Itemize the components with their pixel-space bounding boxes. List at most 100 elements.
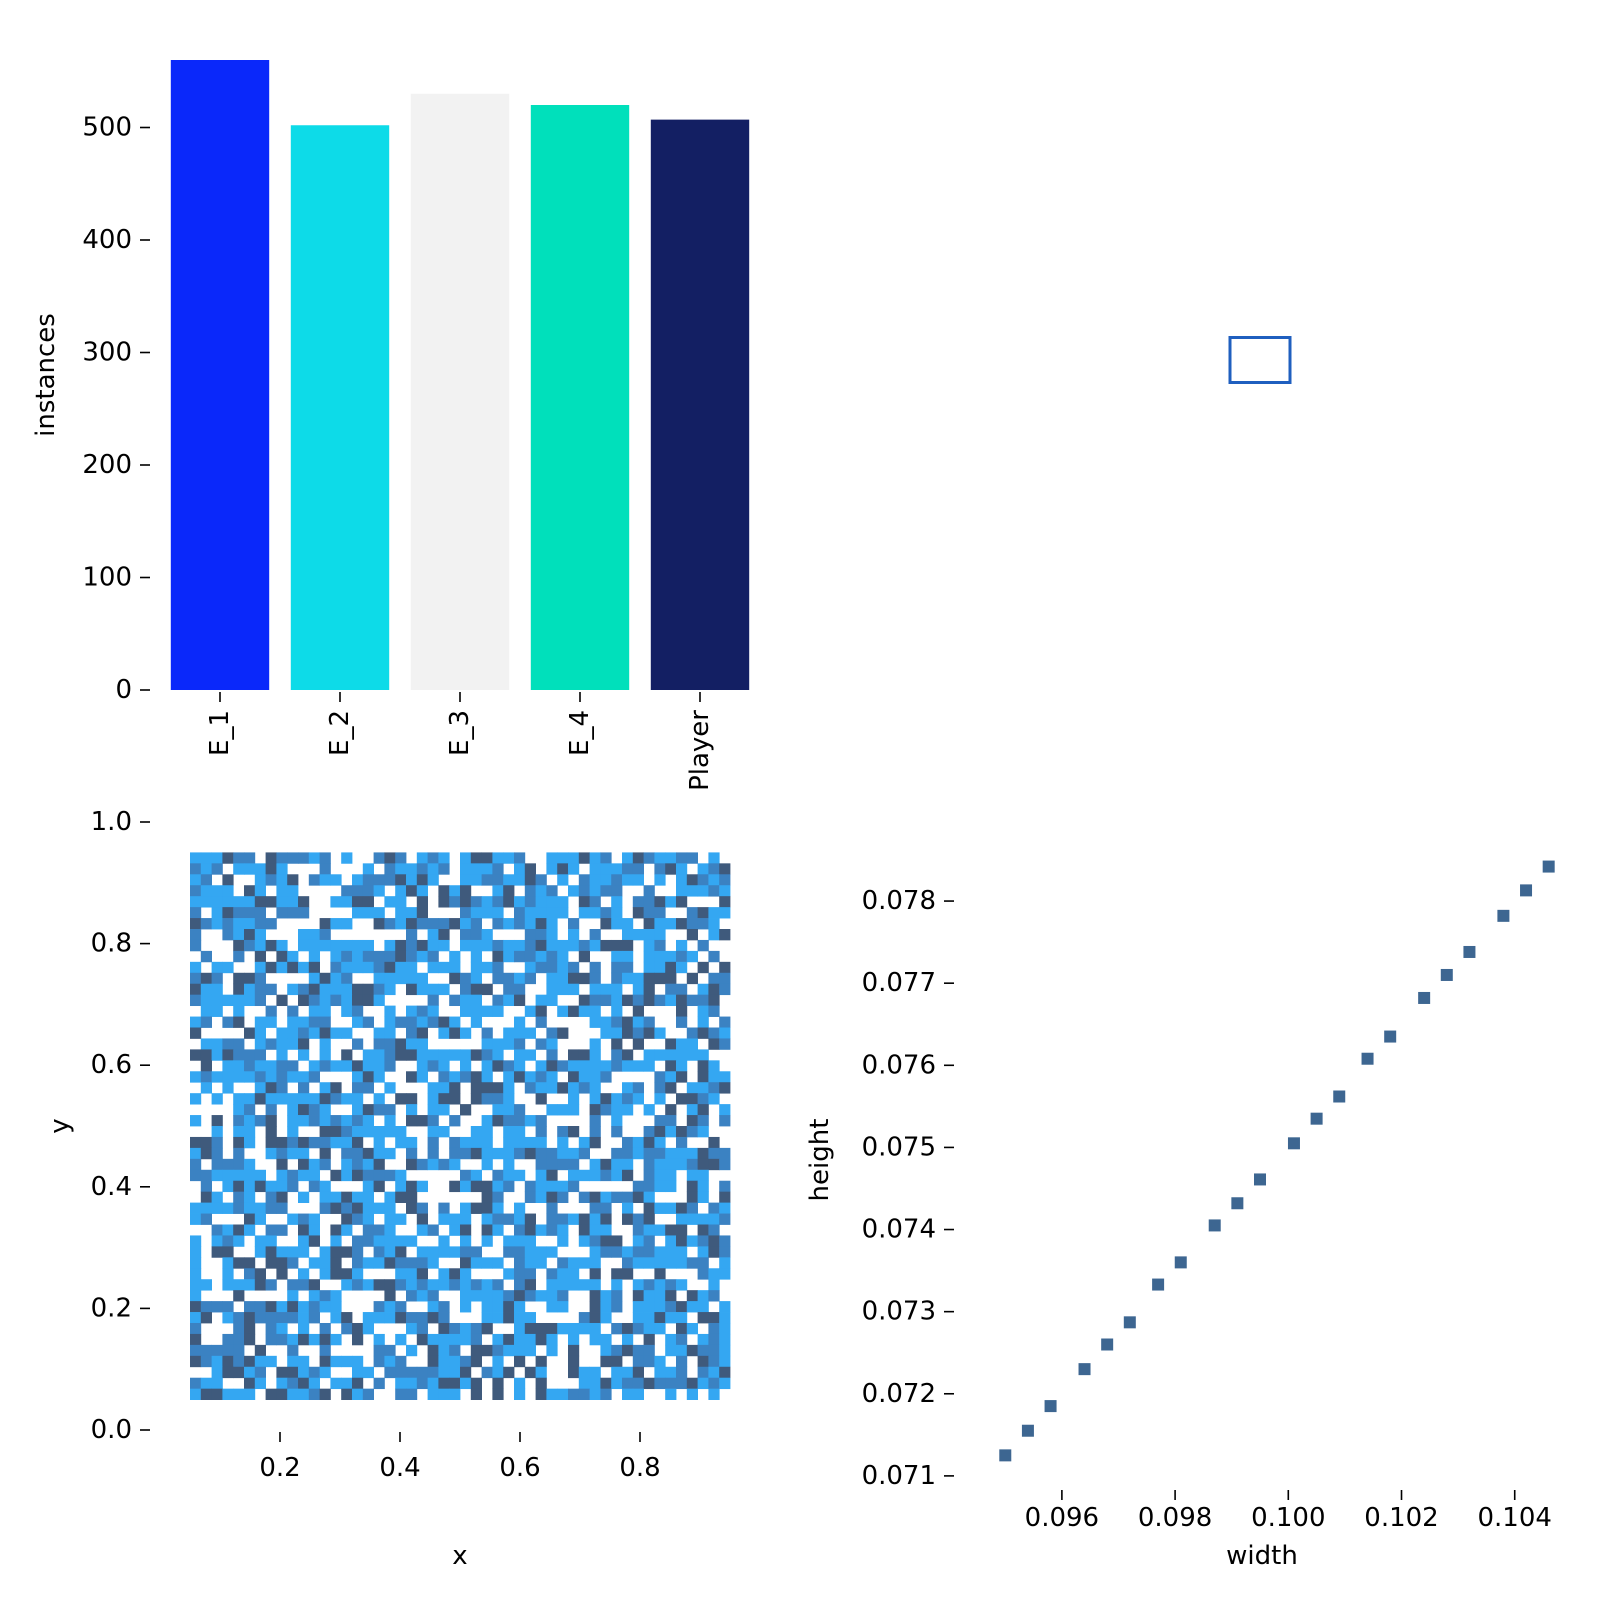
heatmap-cell [211, 1301, 223, 1313]
heatmap-cell [406, 907, 418, 919]
heatmap-cell [190, 896, 202, 908]
heatmap-cell [449, 1071, 461, 1083]
heatmap-cell [557, 863, 569, 875]
heatmap-cell [654, 1290, 666, 1302]
heatmap-cell [352, 1322, 364, 1335]
heatmap-cell [190, 1344, 202, 1357]
heatmap-cell [535, 1355, 547, 1368]
heatmap-cell [341, 1224, 353, 1236]
heatmap-cell [190, 1093, 202, 1105]
heatmap-cell [665, 994, 677, 1007]
heatmap-cell [578, 1213, 590, 1225]
heatmap-cell [427, 1115, 439, 1127]
heatmap-cell [395, 1333, 407, 1346]
heatmap-cell [341, 1136, 353, 1149]
heatmap-cell [330, 1169, 342, 1182]
heatmap-cell [211, 994, 223, 1007]
heatmap-cell [276, 994, 288, 1007]
bar-E_3 [410, 93, 510, 690]
heatmap-cell [416, 1312, 428, 1324]
heatmap-cell [514, 1322, 526, 1335]
heatmap-cell [492, 885, 504, 897]
heatmap-cell [611, 1027, 623, 1039]
heatmap-cell [697, 1071, 709, 1083]
heatmap-cell [427, 1158, 439, 1171]
heatmap-cell [330, 1268, 342, 1280]
heatmap-cell [503, 1038, 515, 1050]
heatmap-cell [719, 1082, 731, 1094]
heatmap-cell [568, 1333, 580, 1346]
heatmap-cell [697, 939, 709, 952]
heatmap-cell [557, 972, 569, 985]
heatmap-cell [319, 1333, 331, 1346]
heatmap-cell [697, 983, 709, 996]
heatmap-cell [438, 896, 450, 908]
heatmap-cell [600, 1355, 612, 1368]
scatter-point [1044, 1400, 1057, 1413]
heatmap-cell [190, 1158, 202, 1171]
heatmap-cell [524, 1279, 536, 1291]
heatmap-cell [503, 1235, 515, 1247]
y-axis-label: y [45, 1118, 75, 1133]
heatmap-cell [643, 939, 655, 952]
heatmap-cell [449, 1082, 461, 1094]
heatmap-cell [460, 1377, 472, 1390]
heatmap-cell [384, 1016, 396, 1028]
heatmap-cell [395, 852, 407, 864]
heatmap-cell [449, 972, 461, 985]
heatmap-cell [244, 1115, 256, 1127]
heatmap-cell [330, 1191, 342, 1204]
heatmap-cell [654, 1093, 666, 1105]
heatmap-cell [492, 1224, 504, 1236]
heatmap-cell [190, 863, 202, 875]
heatmap-cell [395, 1180, 407, 1193]
heatmap-cell [427, 1104, 439, 1116]
heatmap-cell [568, 1169, 580, 1182]
heatmap-cell [524, 1115, 536, 1127]
heatmap-cell [589, 1333, 601, 1346]
heatmap-cell [665, 1235, 677, 1247]
heatmap-cell [557, 939, 569, 952]
heatmap-cell [276, 885, 288, 897]
heatmap-cell [427, 1301, 439, 1313]
heatmap-cell [632, 929, 644, 941]
heatmap-cell [524, 1257, 536, 1269]
heatmap-cell [287, 961, 299, 974]
heatmap-cell [211, 1366, 223, 1379]
heatmap-cell [298, 1333, 310, 1346]
heatmap-cell [319, 1060, 331, 1072]
heatmap-cell [298, 1169, 310, 1182]
heatmap-cell [697, 1290, 709, 1302]
heatmap-cell [611, 1322, 623, 1335]
heatmap-cell [200, 852, 212, 864]
heatmap-cell [622, 1213, 634, 1225]
heatmap-cell [341, 1191, 353, 1204]
heatmap-cell [589, 874, 601, 886]
scatter-point [1231, 1197, 1244, 1210]
heatmap-cell [492, 896, 504, 908]
heatmap-cell [535, 918, 547, 930]
heatmap-cell [330, 918, 342, 930]
heatmap-cell [308, 1060, 320, 1072]
heatmap-cell [686, 972, 698, 985]
heatmap-cell [686, 918, 698, 930]
heatmap-cell [503, 1060, 515, 1072]
heatmap-cell [557, 1224, 569, 1236]
heatmap-cell [362, 1158, 374, 1171]
heatmap-cell [308, 1180, 320, 1193]
heatmap-cell [416, 907, 428, 919]
heatmap-cell [244, 907, 256, 919]
heatmap-cell [665, 1301, 677, 1313]
heatmap-cell [622, 1268, 634, 1280]
heatmap-cell [254, 907, 266, 919]
heatmap-cell [319, 1115, 331, 1127]
heatmap-cell [524, 1147, 536, 1160]
heatmap-cell [514, 1104, 526, 1116]
heatmap-cell [254, 1093, 266, 1105]
heatmap-cell [373, 994, 385, 1007]
heatmap-cell [719, 929, 731, 941]
heatmap-cell [546, 972, 558, 985]
heatmap-cell [589, 1169, 601, 1182]
heatmap-cell [578, 972, 590, 985]
heatmap-cell [611, 1366, 623, 1379]
